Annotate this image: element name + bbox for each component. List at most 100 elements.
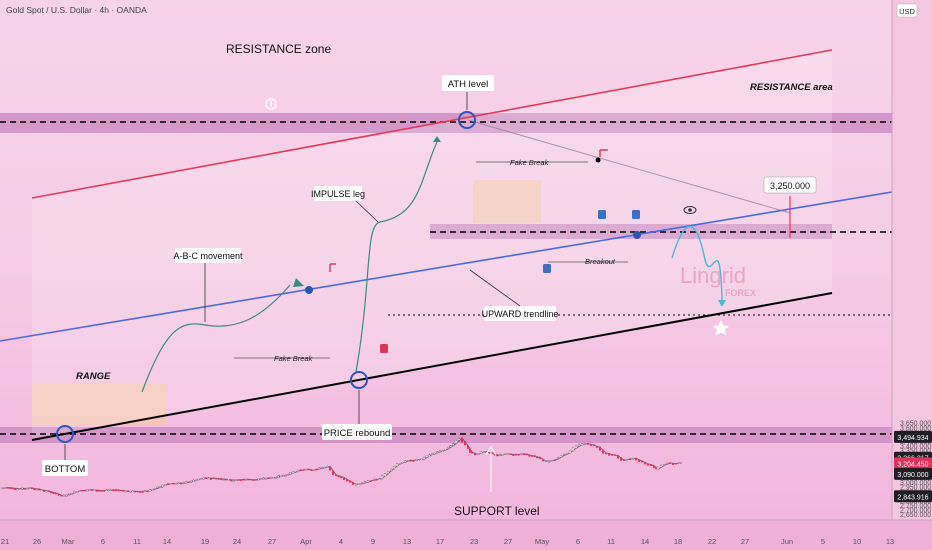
- price-badge-bg-3: [894, 467, 932, 480]
- candle-body: [420, 458, 423, 461]
- candle-body: [574, 445, 578, 449]
- candle-body: [571, 447, 575, 452]
- candle-body: [345, 479, 349, 482]
- candle-body: [342, 477, 346, 480]
- leader-impulse: [354, 199, 379, 223]
- candle-body: [468, 448, 472, 453]
- candle-body: [401, 462, 404, 464]
- abc-projection-curve: [141, 284, 291, 393]
- blue-trendline[interactable]: [0, 191, 893, 342]
- x-tick-25: 10: [853, 537, 861, 546]
- candle-body: [122, 490, 125, 492]
- candle-body: [158, 486, 162, 488]
- label-bottom: BOTTOM: [45, 464, 86, 475]
- leader-trend: [469, 269, 521, 307]
- candle-body: [6, 487, 10, 489]
- x-tick-23: Jun: [781, 537, 793, 546]
- candle-body: [604, 452, 608, 455]
- bottom-circle: [56, 425, 74, 443]
- candle-body: [622, 459, 626, 461]
- candle-body: [449, 445, 452, 448]
- candle-body: [217, 478, 220, 480]
- candle-body: [525, 453, 528, 456]
- tag-ath-bg: [442, 75, 494, 91]
- support-line[interactable]: [31, 292, 833, 441]
- y-tick-19: 3,600.000: [900, 425, 931, 432]
- price-badge-0: 3,494.934: [897, 435, 928, 442]
- candle-body: [164, 484, 167, 486]
- candle-body: [312, 469, 316, 472]
- ath-decline-line: [467, 119, 791, 214]
- resistance-line[interactable]: [31, 49, 833, 199]
- candle-body: [598, 446, 602, 451]
- candle-body: [296, 470, 300, 472]
- candle-body: [643, 462, 647, 465]
- x-tick-7: 24: [233, 537, 241, 546]
- candle-body: [199, 478, 203, 480]
- candle-body: [153, 488, 157, 490]
- candle-body: [565, 453, 569, 455]
- candle-body: [520, 453, 523, 455]
- support-zone-band: [0, 427, 892, 443]
- candle-body: [320, 467, 324, 469]
- candle-body: [568, 450, 572, 454]
- candle-body: [141, 491, 144, 493]
- candle-body: [506, 453, 510, 455]
- candle-body: [274, 477, 278, 479]
- candle-body: [95, 490, 98, 492]
- candle-body: [640, 460, 644, 463]
- label-impulse: IMPULSE leg: [311, 189, 365, 199]
- candle-body: [631, 458, 635, 460]
- price-path: [1, 437, 683, 497]
- candle-body: [357, 483, 361, 485]
- candle-body: [81, 490, 84, 492]
- candle-body: [392, 466, 396, 469]
- candle-body: [337, 475, 340, 478]
- x-tick-8: 27: [268, 537, 276, 546]
- candle-body: [601, 450, 605, 454]
- candle-body: [375, 479, 378, 481]
- candle-body: [351, 482, 355, 485]
- candle-body: [76, 491, 79, 493]
- label-fake-break-bottom: Fake Break: [274, 354, 314, 363]
- x-tick-9: Apr: [300, 537, 312, 546]
- candle-body: [269, 477, 273, 479]
- x-axis[interactable]: 21 26 Mar 6 11 14 19 24 27 Apr 4 9 13 17 23 27 May 6 11 14 1…: [0, 519, 932, 550]
- candle-body: [234, 479, 238, 481]
- candle-body: [262, 477, 265, 480]
- candle-body: [282, 475, 285, 477]
- candle-body: [204, 477, 208, 479]
- candle-body: [229, 480, 233, 482]
- x-tick-17: 6: [576, 537, 580, 546]
- candle-body: [184, 481, 188, 484]
- candle-body: [323, 467, 326, 469]
- currency-box: [896, 3, 918, 18]
- candle-body: [538, 457, 542, 459]
- candle-body: [197, 478, 200, 481]
- candle-body: [0, 487, 4, 490]
- y-axis[interactable]: USD 2,650.0002,700.0002,750.0002,800.000…: [891, 0, 932, 550]
- y-tick-6: 2,950.000: [900, 485, 931, 492]
- candle-body: [422, 456, 426, 460]
- candle-body: [550, 460, 554, 462]
- consolidation-box: [473, 180, 541, 223]
- candle-body: [509, 453, 512, 455]
- candle-body: [395, 463, 399, 467]
- candle-body: [3, 487, 7, 489]
- candle-body: [136, 490, 139, 493]
- star-icon: [713, 320, 729, 336]
- candle-body: [239, 479, 243, 481]
- candle-body: [45, 490, 48, 493]
- flag-marker-2: [599, 149, 608, 157]
- dot-black: [595, 157, 601, 163]
- projection-arrow-right: [293, 278, 304, 287]
- candle-body: [117, 489, 120, 492]
- candle-body: [214, 478, 218, 481]
- candle-body: [224, 479, 228, 481]
- y-tick-7: 3,000.000: [900, 480, 931, 487]
- candle-body: [677, 462, 681, 464]
- x-tick-19: 14: [641, 537, 649, 546]
- marker-down-1: [632, 210, 640, 219]
